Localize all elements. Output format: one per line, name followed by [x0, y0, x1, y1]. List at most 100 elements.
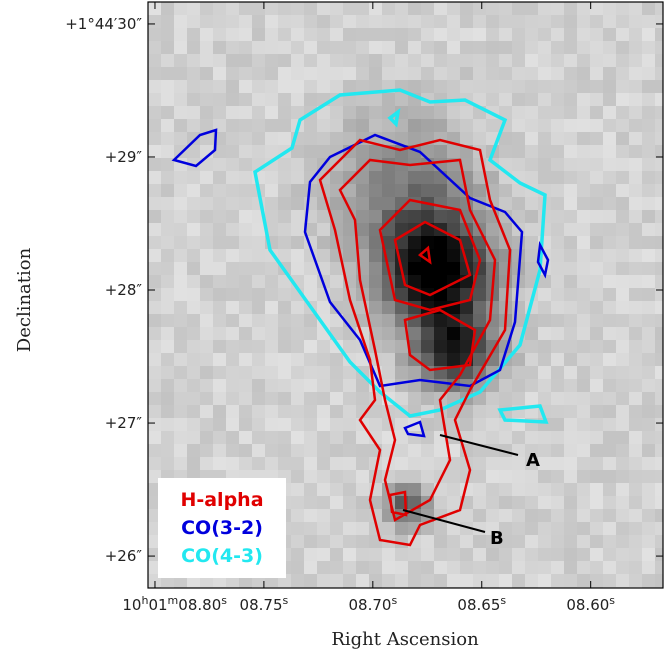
- image-pixel: [174, 171, 188, 185]
- image-pixel: [265, 301, 279, 315]
- image-pixel: [200, 327, 214, 341]
- image-pixel: [148, 197, 162, 211]
- image-pixel: [551, 67, 565, 81]
- image-pixel: [642, 158, 656, 172]
- image-pixel: [148, 275, 162, 289]
- image-pixel: [148, 54, 162, 68]
- image-pixel: [226, 379, 240, 393]
- image-pixel: [434, 587, 448, 588]
- image-pixel: [304, 119, 318, 133]
- image-pixel: [538, 340, 552, 354]
- image-pixel: [499, 93, 513, 107]
- image-pixel: [343, 41, 357, 55]
- image-pixel: [343, 210, 357, 224]
- image-pixel: [187, 379, 201, 393]
- image-pixel: [486, 561, 500, 575]
- image-pixel: [343, 15, 357, 29]
- image-pixel: [499, 444, 513, 458]
- image-pixel: [343, 379, 357, 393]
- image-pixel: [642, 522, 656, 536]
- image-pixel: [174, 210, 188, 224]
- image-pixel: [304, 158, 318, 172]
- image-pixel: [395, 353, 409, 367]
- image-pixel: [512, 145, 526, 159]
- image-pixel: [239, 288, 253, 302]
- image-pixel: [616, 2, 630, 16]
- image-pixel: [408, 275, 422, 289]
- image-pixel: [512, 301, 526, 315]
- image-pixel: [590, 431, 604, 445]
- image-pixel: [382, 15, 396, 29]
- image-pixel: [408, 444, 422, 458]
- image-pixel: [655, 483, 663, 497]
- image-pixel: [551, 41, 565, 55]
- image-pixel: [590, 262, 604, 276]
- image-pixel: [330, 496, 344, 510]
- image-pixel: [395, 41, 409, 55]
- image-pixel: [434, 457, 448, 471]
- image-pixel: [200, 210, 214, 224]
- image-pixel: [590, 28, 604, 42]
- image-pixel: [486, 41, 500, 55]
- image-pixel: [525, 119, 539, 133]
- image-pixel: [616, 522, 630, 536]
- image-pixel: [486, 80, 500, 94]
- image-pixel: [603, 2, 617, 16]
- image-pixel: [538, 54, 552, 68]
- image-pixel: [291, 171, 305, 185]
- image-pixel: [629, 28, 643, 42]
- image-pixel: [642, 236, 656, 250]
- image-pixel: [486, 509, 500, 523]
- image-pixel: [408, 132, 422, 146]
- image-pixel: [616, 340, 630, 354]
- image-pixel: [174, 392, 188, 406]
- image-pixel: [629, 444, 643, 458]
- image-pixel: [369, 210, 383, 224]
- image-pixel: [616, 561, 630, 575]
- image-pixel: [395, 548, 409, 562]
- image-pixel: [304, 288, 318, 302]
- image-pixel: [473, 444, 487, 458]
- image-pixel: [369, 119, 383, 133]
- image-pixel: [304, 535, 318, 549]
- image-pixel: [434, 496, 448, 510]
- image-pixel: [304, 171, 318, 185]
- image-pixel: [655, 171, 663, 185]
- image-pixel: [304, 444, 318, 458]
- image-pixel: [473, 15, 487, 29]
- image-pixel: [538, 106, 552, 120]
- image-pixel: [629, 2, 643, 16]
- image-pixel: [499, 210, 513, 224]
- image-pixel: [421, 106, 435, 120]
- image-pixel: [304, 15, 318, 29]
- image-pixel: [434, 522, 448, 536]
- image-pixel: [161, 327, 175, 341]
- image-pixel: [590, 223, 604, 237]
- image-pixel: [252, 366, 266, 380]
- image-pixel: [577, 392, 591, 406]
- image-pixel: [330, 288, 344, 302]
- image-pixel: [317, 561, 331, 575]
- image-pixel: [304, 496, 318, 510]
- image-pixel: [304, 314, 318, 328]
- image-pixel: [369, 236, 383, 250]
- image-pixel: [252, 444, 266, 458]
- image-pixel: [473, 67, 487, 81]
- image-pixel: [590, 210, 604, 224]
- image-pixel: [473, 535, 487, 549]
- image-pixel: [564, 67, 578, 81]
- image-pixel: [512, 80, 526, 94]
- image-pixel: [564, 457, 578, 471]
- image-pixel: [304, 483, 318, 497]
- image-pixel: [148, 288, 162, 302]
- image-pixel: [473, 184, 487, 198]
- image-pixel: [239, 405, 253, 419]
- image-pixel: [356, 119, 370, 133]
- image-pixel: [317, 366, 331, 380]
- image-pixel: [642, 54, 656, 68]
- image-pixel: [161, 15, 175, 29]
- image-pixel: [421, 574, 435, 588]
- image-pixel: [291, 2, 305, 16]
- image-pixel: [655, 132, 663, 146]
- image-pixel: [226, 184, 240, 198]
